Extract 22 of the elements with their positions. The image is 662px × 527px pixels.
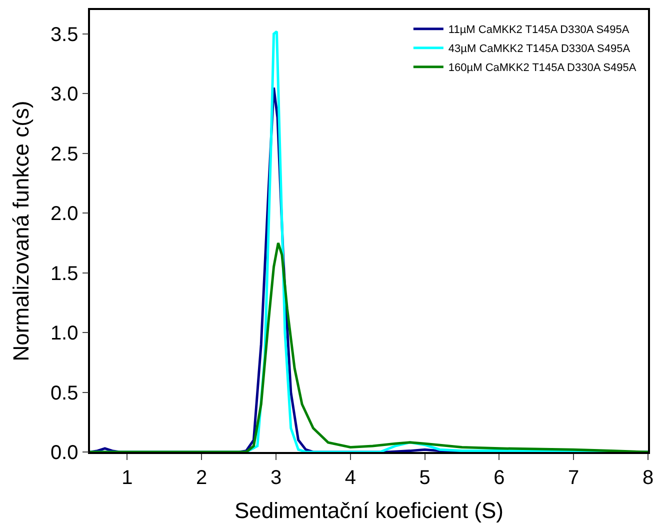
x-tick-label: 6 <box>494 466 505 489</box>
y-tick-label: 3.5 <box>50 24 78 46</box>
legend-label: 11µM CaMKK2 T145A D330A S495A <box>448 24 630 36</box>
x-tick-label: 8 <box>642 466 654 489</box>
x-tick-label: 5 <box>419 466 430 489</box>
y-tick-label: 3.0 <box>50 84 78 106</box>
x-axis-title: Sedimentační koeficient (S) <box>234 498 504 524</box>
legend-label: 43µM CaMKK2 T145A D330A S495A <box>448 43 631 56</box>
y-tick-label: 0.0 <box>50 442 78 464</box>
x-tick-label: 4 <box>344 466 356 489</box>
x-tick-label: 1 <box>122 466 133 489</box>
y-tick-label: 1.5 <box>50 262 78 285</box>
legend-label: 160µM CaMKK2 T145A D330A S495A <box>448 62 637 74</box>
x-tick-label: 2 <box>196 466 208 489</box>
x-tick-label: 7 <box>568 466 580 489</box>
y-tick-label: 1.0 <box>50 322 78 345</box>
y-tick-label: 2.0 <box>50 203 78 226</box>
x-tick-label: 3 <box>270 466 282 489</box>
y-axis-title: Normalizovaná funkce c(s) <box>8 100 34 362</box>
y-tick-label: 2.5 <box>50 143 78 166</box>
line-series <box>90 242 648 452</box>
y-tick-label: 0.5 <box>50 382 78 404</box>
